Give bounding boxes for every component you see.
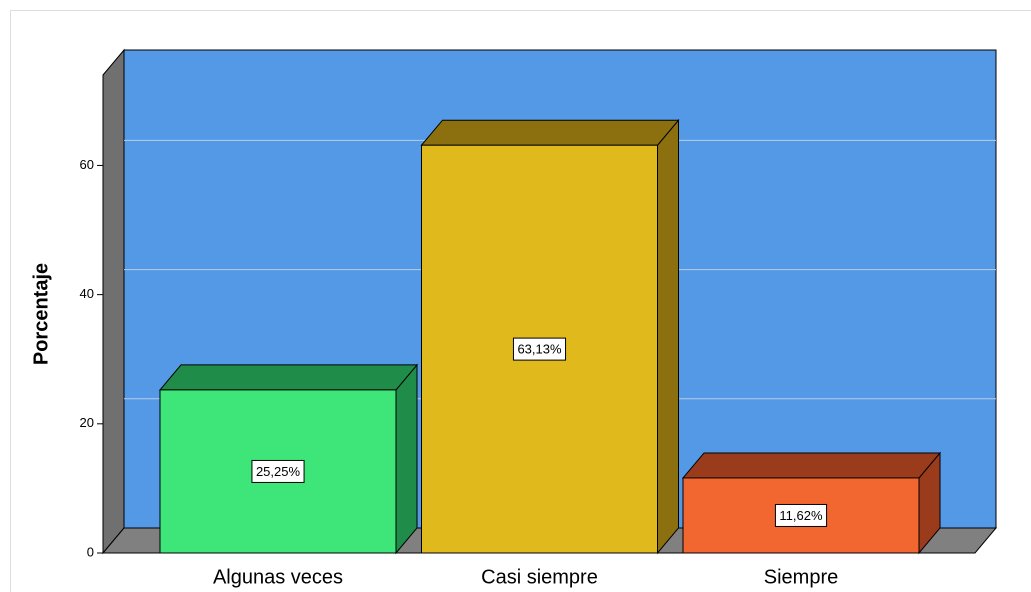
bar-top [420, 119, 680, 146]
y-tick-label: 40 [80, 286, 94, 301]
y-tick-label: 60 [80, 157, 94, 172]
bar-side [657, 118, 679, 555]
bar-side [395, 363, 418, 555]
y-tick-label: 0 [87, 544, 94, 559]
value-label-box [251, 459, 305, 483]
side-wall [102, 48, 125, 555]
bar-top [681, 452, 942, 479]
y-tick-label: 20 [80, 415, 94, 430]
value-label-box [774, 503, 828, 527]
frame [10, 10, 1031, 592]
value-label: 11,62% [779, 508, 823, 523]
y-axis-label: Porcentaje [30, 263, 52, 365]
value-label: 63,13% [517, 342, 562, 357]
value-label-box [512, 337, 567, 361]
bar-top [158, 364, 419, 391]
value-label: 25,25% [256, 464, 301, 479]
x-tick-label: Siempre [764, 566, 838, 588]
x-tick-label: Algunas veces [213, 566, 343, 588]
x-tick-label: Casi siempre [481, 566, 598, 588]
